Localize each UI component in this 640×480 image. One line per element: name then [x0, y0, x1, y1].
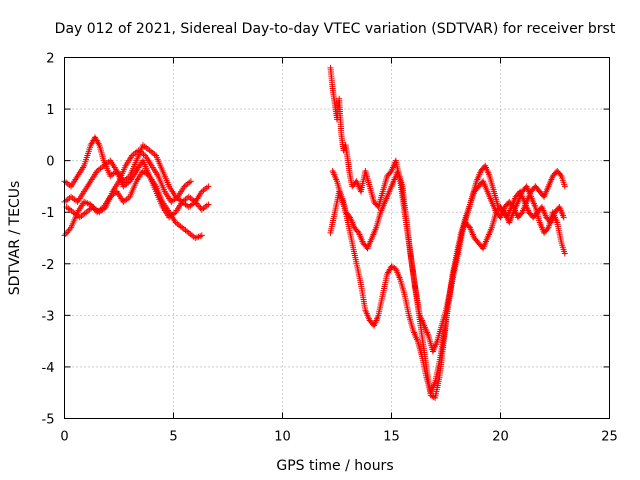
series-track-d	[63, 147, 194, 221]
y-tick-label: -4	[42, 361, 55, 376]
y-tick-label: 1	[46, 103, 54, 118]
y-tick-label: -5	[42, 413, 55, 428]
x-tick-label: 25	[601, 430, 618, 445]
y-tick-label: 0	[46, 155, 54, 170]
y-tick-label: 2	[46, 52, 54, 67]
data-point	[561, 183, 568, 190]
data-point	[465, 223, 472, 230]
series-track-g	[329, 162, 567, 355]
data-point	[62, 230, 69, 237]
y-tick-label: -2	[42, 258, 55, 273]
x-axis-label: GPS time / hours	[276, 458, 393, 474]
data-point	[193, 200, 200, 207]
data-point	[64, 229, 71, 236]
data-points	[61, 64, 568, 401]
data-point	[187, 178, 194, 185]
data-point	[387, 169, 394, 176]
data-point	[544, 225, 551, 232]
plot-frame	[64, 57, 610, 419]
axis-ticks: 0 5 10 15 20 25 -5 -4 -3 -2 -1 0 1 2	[42, 52, 618, 445]
data-point	[557, 171, 564, 178]
x-tick-label: 15	[383, 430, 400, 445]
data-point	[198, 232, 205, 239]
series-track-c	[61, 167, 212, 239]
y-tick-label: -1	[42, 206, 55, 221]
data-point	[65, 227, 72, 234]
data-point	[561, 250, 568, 257]
data-point	[354, 228, 361, 235]
y-axis-label: SDTVAR / TECUs	[7, 181, 23, 296]
x-tick-label: 5	[169, 430, 177, 445]
x-tick-label: 0	[60, 430, 68, 445]
data-point	[560, 214, 567, 221]
y-tick-label: -3	[42, 309, 55, 324]
chart-title: Day 012 of 2021, Sidereal Day-to-day VTE…	[55, 21, 616, 37]
data-point	[205, 183, 212, 190]
data-point	[205, 201, 212, 208]
data-point	[518, 210, 525, 217]
x-tick-label: 10	[274, 430, 291, 445]
series-track-e	[327, 64, 568, 401]
data-point	[345, 213, 352, 220]
x-tick-label: 20	[492, 430, 509, 445]
